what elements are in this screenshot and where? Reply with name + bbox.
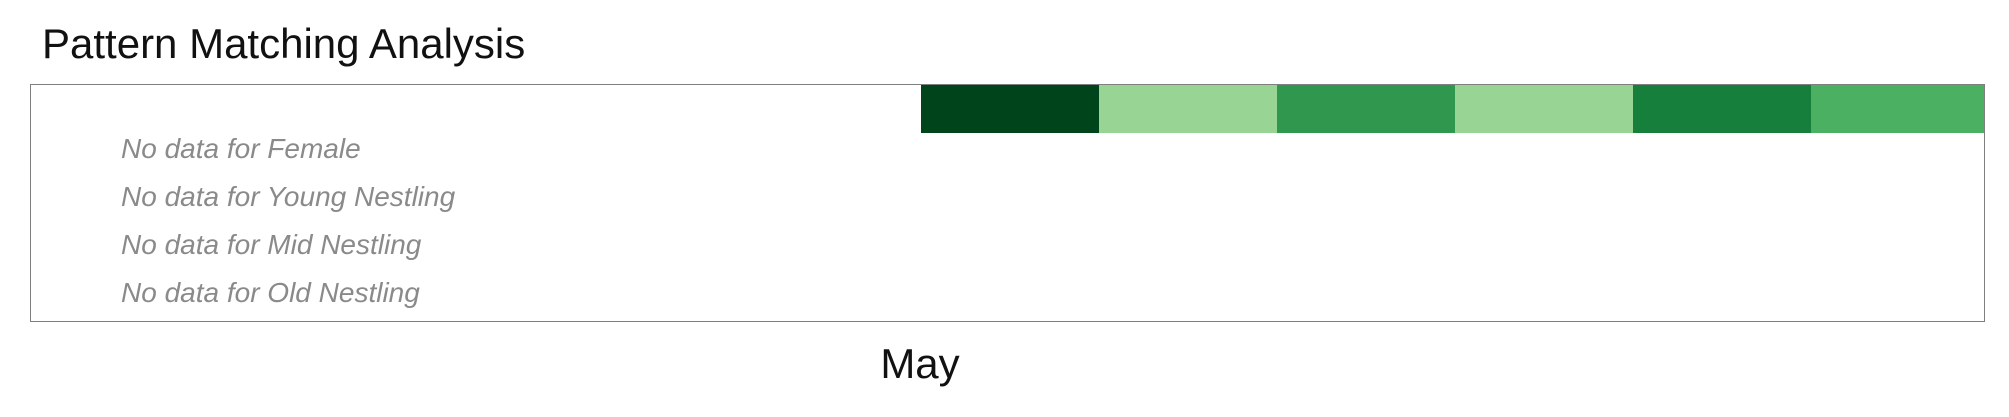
no-data-message-old-nestling: No data for Old Nestling [121,277,420,308]
no-data-message-mid-nestling: No data for Mid Nestling [121,229,422,260]
heatmap-svg [921,85,1984,133]
no-data-message-female: No data for Female [121,133,361,164]
plot-area: No data for Female No data for Young Nes… [30,84,1985,322]
heatmap-cell-6 [1811,85,1984,133]
heatmap-cell-4 [1455,85,1633,133]
heatmap-cell-2 [1099,85,1277,133]
x-tick-label-may: May [880,340,960,387]
no-data-message-young-nestling: No data for Young Nestling [121,181,456,212]
chart-title: Pattern Matching Analysis [42,20,526,67]
heatmap-cell-1 [921,85,1099,133]
heatmap-cell-3 [1277,85,1455,133]
heatmap-cell-5 [1633,85,1811,133]
